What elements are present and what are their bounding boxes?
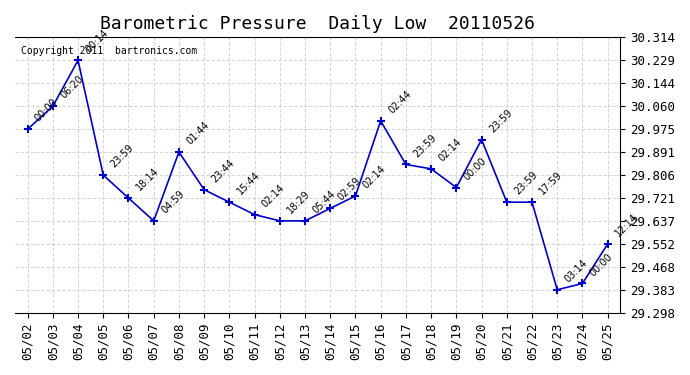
Text: 23:59: 23:59 (109, 142, 136, 170)
Text: 02:59: 02:59 (336, 176, 363, 203)
Text: 02:44: 02:44 (386, 88, 413, 115)
Text: 15:44: 15:44 (235, 170, 262, 196)
Text: 02:14: 02:14 (437, 136, 464, 163)
Text: 05:44: 05:44 (310, 189, 337, 215)
Text: 01:44: 01:44 (184, 120, 211, 147)
Text: 23:59: 23:59 (487, 107, 514, 134)
Text: 12:14: 12:14 (613, 211, 640, 238)
Text: 02:14: 02:14 (361, 164, 388, 190)
Text: 00:00: 00:00 (462, 155, 489, 182)
Text: 00:00: 00:00 (33, 97, 60, 124)
Text: 00:00: 00:00 (588, 251, 615, 278)
Text: 00:14: 00:14 (83, 28, 110, 55)
Text: 23:44: 23:44 (210, 158, 237, 184)
Text: 18:29: 18:29 (286, 189, 312, 215)
Text: 17:59: 17:59 (538, 170, 564, 196)
Text: 03:14: 03:14 (563, 258, 589, 284)
Title: Barometric Pressure  Daily Low  20110526: Barometric Pressure Daily Low 20110526 (100, 15, 535, 33)
Text: 23:59: 23:59 (513, 170, 539, 196)
Text: Copyright 2011  bartronics.com: Copyright 2011 bartronics.com (21, 46, 197, 56)
Text: 18:14: 18:14 (134, 166, 161, 192)
Text: 04:59: 04:59 (159, 189, 186, 215)
Text: 23:59: 23:59 (411, 132, 438, 159)
Text: 02:14: 02:14 (260, 182, 287, 209)
Text: 06:20: 06:20 (59, 74, 85, 100)
